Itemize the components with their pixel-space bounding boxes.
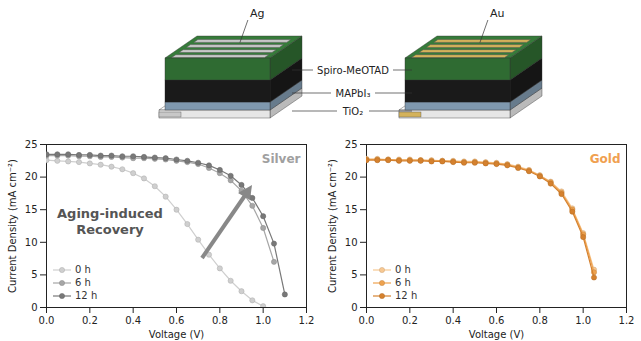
svg-text:10: 10 — [345, 237, 358, 248]
svg-text:5: 5 — [31, 269, 37, 280]
svg-text:Voltage (V): Voltage (V) — [149, 329, 204, 340]
svg-text:1.2: 1.2 — [619, 315, 635, 326]
html-text:6 h: 6 h — [75, 277, 91, 288]
html-text:Aging-induced: Aging-induced — [57, 206, 163, 221]
html-text:Recovery: Recovery — [76, 222, 144, 237]
html-text:6 h: 6 h — [395, 277, 411, 288]
svg-text:0.4: 0.4 — [125, 315, 141, 326]
svg-text:Ag: Ag — [250, 7, 265, 20]
html-text:0 h: 0 h — [75, 264, 91, 275]
svg-text:Au: Au — [490, 7, 505, 20]
svg-text:0.8: 0.8 — [212, 315, 228, 326]
html-text:12 h: 12 h — [395, 290, 418, 301]
svg-text:10: 10 — [25, 237, 38, 248]
svg-text:5: 5 — [351, 269, 357, 280]
html-text:12 h: 12 h — [75, 290, 98, 301]
svg-text:Current Density (mA cm⁻²): Current Density (mA cm⁻²) — [7, 159, 18, 293]
svg-text:Voltage (V): Voltage (V) — [469, 329, 524, 340]
svg-text:25: 25 — [25, 139, 38, 150]
svg-text:TiO₂: TiO₂ — [342, 106, 363, 117]
svg-text:0.8: 0.8 — [532, 315, 548, 326]
svg-text:15: 15 — [25, 204, 38, 215]
svg-text:Silver: Silver — [262, 152, 301, 166]
svg-text:0.2: 0.2 — [82, 315, 98, 326]
svg-text:0: 0 — [351, 302, 357, 313]
svg-text:1.2: 1.2 — [299, 315, 315, 326]
svg-text:1.0: 1.0 — [255, 315, 271, 326]
svg-text:1.0: 1.0 — [575, 315, 591, 326]
svg-text:0.4: 0.4 — [445, 315, 461, 326]
svg-text:0.6: 0.6 — [169, 315, 185, 326]
svg-text:Current Density (mA cm⁻²): Current Density (mA cm⁻²) — [327, 159, 338, 293]
html-text:0 h: 0 h — [395, 264, 411, 275]
svg-text:0.2: 0.2 — [402, 315, 418, 326]
svg-text:MAPbI₃: MAPbI₃ — [336, 88, 371, 99]
svg-text:0.0: 0.0 — [39, 315, 55, 326]
svg-text:Spiro-MeOTAD: Spiro-MeOTAD — [317, 65, 389, 76]
svg-text:20: 20 — [345, 171, 358, 182]
svg-text:25: 25 — [345, 139, 358, 150]
svg-text:Gold: Gold — [590, 152, 621, 166]
svg-text:20: 20 — [25, 171, 38, 182]
svg-text:0.6: 0.6 — [489, 315, 505, 326]
svg-text:15: 15 — [345, 204, 358, 215]
svg-text:0: 0 — [31, 302, 37, 313]
svg-text:0.0: 0.0 — [359, 315, 375, 326]
